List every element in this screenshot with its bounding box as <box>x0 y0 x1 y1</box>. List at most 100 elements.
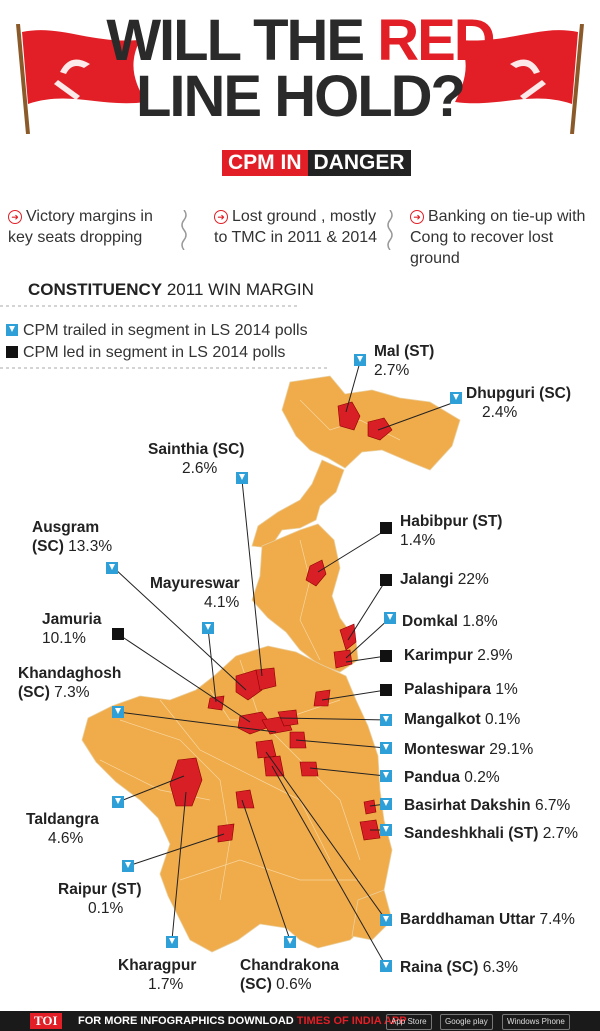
label-jamuria: Jamuria 10.1% <box>42 610 101 648</box>
text: Karimpur <box>404 647 473 664</box>
marker-basirhat <box>380 798 392 810</box>
text: 4.6% <box>48 830 84 847</box>
label-jalangi: Jalangi 22% <box>400 570 489 589</box>
label-habibpur: Habibpur (ST) 1.4% <box>400 512 502 550</box>
app-store-badge[interactable]: App Store <box>386 1014 432 1030</box>
label-mal: Mal (ST) 2.7% <box>374 342 434 380</box>
key-point-text: Victory margins in <box>26 208 153 225</box>
label-pandua: Pandua 0.2% <box>404 768 500 787</box>
text: Basirhat Dakshin <box>404 797 531 814</box>
text: Chandrakona <box>240 957 340 974</box>
text: 1% <box>495 681 518 698</box>
marker-jamuria <box>112 628 124 640</box>
text: 2.4% <box>482 404 518 421</box>
key-point-text: Cong to recover lost ground <box>410 229 554 267</box>
label-raipur: Raipur (ST) 0.1% <box>58 880 142 918</box>
text: (SC) <box>32 538 64 555</box>
label-ausgram: Ausgram (SC) 13.3% <box>32 518 112 556</box>
label-monteswar: Monteswar 29.1% <box>404 740 533 759</box>
text: Palashipara <box>404 681 492 698</box>
marker-barddhaman <box>380 914 392 926</box>
footer-bar: TOI FOR MORE INFOGRAPHICS DOWNLOAD TIMES… <box>0 1011 600 1031</box>
key-point-text: Lost ground , mostly <box>232 208 377 225</box>
label-kharagpur: Kharagpur 1.7% <box>118 956 196 994</box>
text: TIMES OF INDIA APP <box>296 1015 407 1027</box>
divider-1 <box>181 210 187 250</box>
section-header: CONSTITUENCY 2011 WIN MARGIN <box>28 280 314 300</box>
text: Monteswar <box>404 741 485 758</box>
text: 6.7% <box>534 797 571 814</box>
label-mayureswar: Mayureswar 4.1% <box>150 574 240 612</box>
marker-mayureswar <box>202 622 214 634</box>
text: Ausgram <box>32 519 100 536</box>
marker-raipur <box>122 860 134 872</box>
header-bold: CONSTITUENCY <box>28 280 163 299</box>
footer-text: FOR MORE INFOGRAPHICS DOWNLOAD TIMES OF … <box>78 1015 407 1027</box>
key-point-text: to TMC in 2011 & 2014 <box>214 229 378 246</box>
text: 4.1% <box>204 594 240 611</box>
marker-chandrakona <box>284 936 296 948</box>
marker-ausgram <box>106 562 118 574</box>
text: 6.3% <box>482 959 519 976</box>
legend-text: CPM led in segment in LS 2014 polls <box>23 344 286 361</box>
text: 10.1% <box>42 630 86 647</box>
headline-line-2: LINE HOLD? <box>136 64 466 129</box>
arrow-circle-icon: ➜ <box>214 210 228 224</box>
text: Mangalkot <box>404 711 481 728</box>
text: Sainthia (SC) <box>148 441 245 458</box>
google-play-badge[interactable]: Google play <box>440 1014 493 1030</box>
west-bengal-map <box>81 361 461 967</box>
marker-sainthia <box>236 472 248 484</box>
headline-line-1: WILL THE RED <box>0 12 600 70</box>
label-raina: Raina (SC) 6.3% <box>400 958 518 977</box>
divider-2 <box>387 210 393 250</box>
legend-led: CPM led in segment in LS 2014 polls <box>6 344 285 362</box>
marker-mangalkot <box>380 714 392 726</box>
marker-mal <box>354 354 366 366</box>
legend-rule <box>0 367 330 369</box>
text: Jalangi <box>400 571 454 588</box>
header-rest: 2011 WIN MARGIN <box>162 280 314 299</box>
text: Raipur (ST) <box>58 881 142 898</box>
badge-part-a: CPM IN <box>222 150 308 176</box>
toi-logo: TOI <box>30 1013 62 1029</box>
marker-palashipara <box>380 684 392 696</box>
text: 22% <box>457 571 489 588</box>
label-basirhat: Basirhat Dakshin 6.7% <box>404 796 570 815</box>
text: Raina (SC) <box>400 959 479 976</box>
label-barddhaman: Barddhaman Uttar 7.4% <box>400 910 575 929</box>
arrow-circle-icon: ➜ <box>410 210 424 224</box>
text: Domkal <box>402 613 458 630</box>
headline-red-word: RED <box>377 8 495 73</box>
trailed-icon <box>6 324 18 336</box>
label-khandaghosh: Khandaghosh (SC) 7.3% <box>18 664 121 702</box>
marker-sandeshkhali <box>380 824 392 836</box>
text: (SC) <box>240 976 272 993</box>
text: 2.7% <box>542 825 579 842</box>
text: Sandeshkhali (ST) <box>404 825 539 842</box>
text: 7.4% <box>539 911 575 928</box>
text: Barddhaman Uttar <box>400 911 536 928</box>
windows-phone-badge[interactable]: Windows Phone <box>502 1014 570 1030</box>
text: 2.6% <box>182 460 218 477</box>
key-point-1: ➜ Victory margins in key seats dropping <box>8 206 153 248</box>
text: 13.3% <box>68 538 113 555</box>
text: Khandaghosh <box>18 665 122 682</box>
marker-dhupguri <box>450 392 462 404</box>
text: Mal (ST) <box>374 343 435 360</box>
key-point-text: key seats dropping <box>8 229 143 246</box>
label-taldangra: Taldangra 4.6% <box>26 810 99 848</box>
text: 1.8% <box>462 613 498 630</box>
text: 2.9% <box>477 647 513 664</box>
text: 0.1% <box>88 900 124 917</box>
key-point-text: Banking on tie-up with <box>428 208 586 225</box>
text: 0.2% <box>464 769 500 786</box>
label-chandrakona: Chandrakona (SC) 0.6% <box>240 956 339 994</box>
marker-pandua <box>380 770 392 782</box>
right-flag-icon <box>455 24 584 134</box>
legend-text: CPM trailed in segment in LS 2014 polls <box>23 322 308 339</box>
danger-badge: CPM IN DANGER <box>222 150 411 176</box>
arrow-circle-icon: ➜ <box>8 210 22 224</box>
text: 2.7% <box>374 362 410 379</box>
text: FOR MORE INFOGRAPHICS DOWNLOAD <box>78 1015 297 1027</box>
